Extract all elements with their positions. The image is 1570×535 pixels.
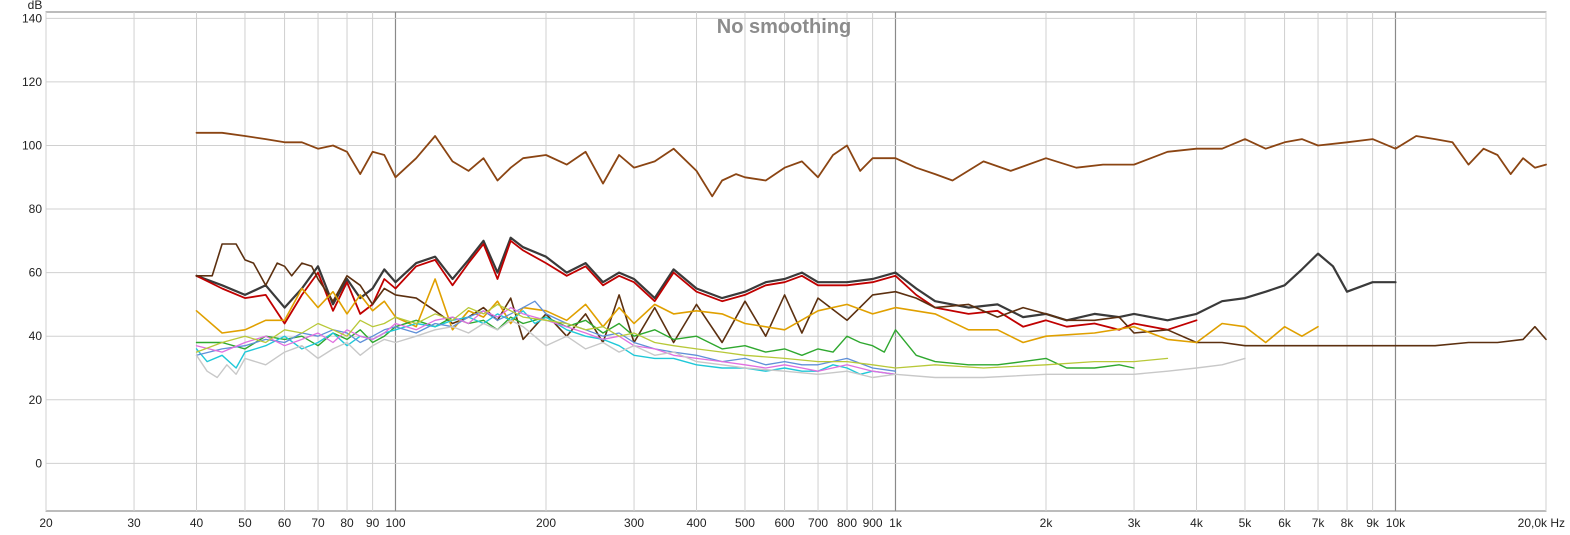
x-tick-label: 5k xyxy=(1239,516,1253,530)
y-tick-label: 100 xyxy=(22,138,42,152)
x-tick-label: 400 xyxy=(686,516,706,530)
x-tick-label: 70 xyxy=(311,516,325,530)
series-line-2 xyxy=(195,236,1397,322)
x-tick-label: 700 xyxy=(808,516,828,530)
y-tick-label: 0 xyxy=(35,456,42,470)
y-tick-label: 60 xyxy=(29,266,43,280)
x-tick-label: 4k xyxy=(1190,516,1204,530)
series-line-4 xyxy=(195,243,1547,347)
x-tick-label: 3k xyxy=(1128,516,1142,530)
x-tick-label: 20,0k Hz xyxy=(1518,516,1565,530)
y-tick-label: 80 xyxy=(29,202,43,216)
x-tick-label: 900 xyxy=(863,516,883,530)
y-tick-label: 20 xyxy=(29,393,43,407)
x-tick-label: 500 xyxy=(735,516,755,530)
y-tick-label: 40 xyxy=(29,329,43,343)
series-line-10 xyxy=(195,303,1169,369)
x-tick-label: 300 xyxy=(624,516,644,530)
y-tick-label: 120 xyxy=(22,75,42,89)
chart-title: No smoothing xyxy=(717,16,851,38)
series-line-9 xyxy=(195,306,897,375)
x-tick-label: 90 xyxy=(366,516,380,530)
series-line-3 xyxy=(195,239,1198,331)
x-tick-label: 8k xyxy=(1341,516,1355,530)
plot-area xyxy=(45,11,1547,512)
x-tick-label: 1k xyxy=(889,516,903,530)
x-tick-label: 10k xyxy=(1386,516,1406,530)
grid-lines xyxy=(45,12,1547,511)
y-axis-unit-label: dB xyxy=(28,0,43,12)
x-tick-label: 30 xyxy=(127,516,141,530)
x-tick-label: 80 xyxy=(340,516,354,530)
x-tick-label: 50 xyxy=(238,516,252,530)
x-tick-label: 800 xyxy=(837,516,857,530)
x-tick-label: 60 xyxy=(278,516,292,530)
series-line-1 xyxy=(195,131,1547,198)
series-line-6 xyxy=(195,316,1135,369)
series-lines xyxy=(195,131,1547,379)
x-tick-label: 7k xyxy=(1312,516,1326,530)
series-line-11 xyxy=(195,319,1246,379)
y-tick-label: 140 xyxy=(22,11,42,25)
y-axis-tick-labels: 140 120 100 80 60 40 20 0 xyxy=(22,11,42,470)
x-tick-label: 40 xyxy=(190,516,204,530)
x-tick-label: 600 xyxy=(775,516,795,530)
x-tick-label: 9k xyxy=(1366,516,1380,530)
x-tick-label: 100 xyxy=(385,516,405,530)
x-tick-label: 20 xyxy=(39,516,53,530)
series-line-5 xyxy=(195,278,1319,344)
x-tick-label: 2k xyxy=(1040,516,1054,530)
x-tick-label: 6k xyxy=(1278,516,1292,530)
x-tick-label: 200 xyxy=(536,516,556,530)
x-axis-tick-labels: 20 30 40 50 60 70 80 90 100 200 300 400 500 600 700 800… xyxy=(39,516,1565,530)
